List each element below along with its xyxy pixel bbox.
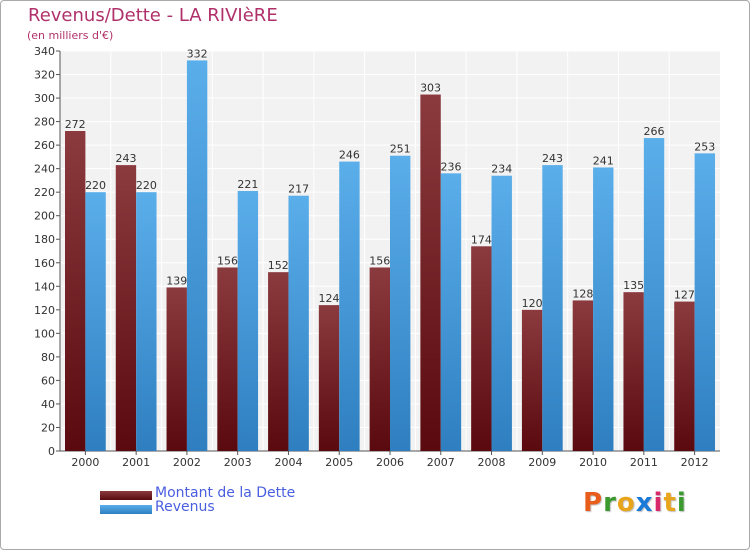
x-tick-label: 2006 bbox=[376, 456, 404, 469]
bar-revenus-2004 bbox=[288, 195, 309, 451]
bar-revenus-2011 bbox=[643, 138, 665, 451]
x-tick-label: 2011 bbox=[630, 456, 658, 469]
logo-letter: x bbox=[635, 488, 654, 518]
legend-label-dette: Montant de la Dette bbox=[155, 485, 296, 501]
bar-revenus-2012 bbox=[694, 153, 715, 451]
bar-revenus-2003 bbox=[237, 191, 259, 451]
y-tick-label: 200 bbox=[34, 210, 55, 223]
x-tick-label: 2002 bbox=[173, 456, 201, 469]
data-label-dette-2001: 243 bbox=[115, 152, 136, 165]
data-label-dette-2011: 135 bbox=[623, 279, 644, 292]
data-label-revenus-2000: 220 bbox=[85, 179, 106, 192]
y-tick-label: 260 bbox=[34, 139, 55, 152]
logo-letter: i bbox=[676, 488, 687, 518]
bar-revenus-2002 bbox=[186, 60, 208, 451]
bar-dette-2009 bbox=[521, 309, 543, 451]
logo-letter: P bbox=[583, 488, 604, 518]
bar-dette-2004 bbox=[268, 272, 289, 451]
y-tick-label: 220 bbox=[34, 186, 55, 199]
bar-dette-2007 bbox=[420, 94, 441, 451]
x-tick-label: 2000 bbox=[71, 456, 99, 469]
x-tick-label: 2004 bbox=[274, 456, 302, 469]
chart-subtitle: (en milliers d'€) bbox=[27, 29, 114, 42]
data-label-revenus-2004: 217 bbox=[288, 183, 309, 196]
x-tick-label: 2003 bbox=[224, 456, 252, 469]
bar-revenus-2010 bbox=[593, 167, 614, 451]
y-tick-label: 40 bbox=[41, 398, 55, 411]
x-tick-label: 2010 bbox=[579, 456, 607, 469]
bar-dette-2008 bbox=[471, 246, 492, 451]
data-label-dette-2012: 127 bbox=[674, 289, 695, 302]
y-tick-label: 80 bbox=[41, 351, 55, 364]
bar-dette-2005 bbox=[318, 305, 340, 451]
data-label-dette-2009: 120 bbox=[522, 297, 543, 310]
data-label-revenus-2001: 220 bbox=[136, 179, 157, 192]
bar-revenus-2009 bbox=[542, 165, 563, 451]
y-tick-label: 300 bbox=[34, 92, 55, 105]
data-label-revenus-2008: 234 bbox=[491, 163, 512, 176]
x-tick-label: 2005 bbox=[325, 456, 353, 469]
data-label-dette-2004: 152 bbox=[268, 259, 289, 272]
bar-dette-2010 bbox=[572, 300, 594, 451]
logo-letter: t bbox=[663, 488, 677, 518]
data-label-dette-2008: 174 bbox=[471, 233, 492, 246]
bar-dette-2003 bbox=[217, 267, 238, 451]
data-label-dette-2003: 156 bbox=[217, 254, 238, 267]
y-tick-label: 140 bbox=[34, 280, 55, 293]
x-tick-label: 2008 bbox=[478, 456, 506, 469]
y-tick-label: 320 bbox=[34, 69, 55, 82]
x-tick-label: 2009 bbox=[528, 456, 556, 469]
bar-revenus-2001 bbox=[136, 192, 157, 452]
bar-revenus-2008 bbox=[491, 175, 512, 452]
data-label-revenus-2010: 241 bbox=[593, 154, 614, 167]
bar-dette-2006 bbox=[369, 267, 390, 451]
data-label-revenus-2006: 251 bbox=[390, 143, 411, 156]
y-tick-label: 280 bbox=[34, 116, 55, 129]
logo-letter: r bbox=[603, 488, 617, 518]
y-tick-label: 340 bbox=[34, 45, 55, 58]
y-tick-label: 0 bbox=[48, 445, 55, 458]
bar-dette-2011 bbox=[623, 292, 644, 451]
data-label-revenus-2005: 246 bbox=[339, 149, 360, 162]
bar-revenus-2005 bbox=[339, 161, 360, 451]
bar-dette-2001 bbox=[115, 165, 137, 451]
x-tick-label: 2001 bbox=[122, 456, 150, 469]
x-tick-label: 2007 bbox=[427, 456, 455, 469]
legend-label-revenus: Revenus bbox=[155, 499, 215, 515]
y-tick-label: 180 bbox=[34, 233, 55, 246]
bar-revenus-2000 bbox=[85, 192, 106, 452]
bar-dette-2002 bbox=[166, 287, 187, 451]
data-label-revenus-2012: 253 bbox=[694, 140, 715, 153]
data-label-dette-2000: 272 bbox=[65, 118, 86, 131]
data-label-dette-2005: 124 bbox=[319, 292, 340, 305]
y-tick-label: 160 bbox=[34, 257, 55, 270]
bar-revenus-2007 bbox=[440, 173, 462, 451]
bar-revenus-2006 bbox=[390, 155, 411, 452]
bar-dette-2000 bbox=[65, 131, 86, 451]
data-label-dette-2010: 128 bbox=[572, 287, 593, 300]
proxiti-logo: Proxiti bbox=[583, 488, 687, 518]
y-tick-label: 120 bbox=[34, 304, 55, 317]
data-label-revenus-2007: 236 bbox=[440, 160, 461, 173]
data-label-dette-2006: 156 bbox=[369, 254, 390, 267]
legend-swatch-dette bbox=[100, 491, 152, 500]
data-label-revenus-2011: 266 bbox=[644, 125, 665, 138]
logo-letter: o bbox=[616, 488, 636, 518]
data-label-dette-2007: 303 bbox=[420, 82, 441, 95]
chart-title: Revenus/Dette - LA RIVIèRE bbox=[28, 5, 278, 26]
y-tick-label: 60 bbox=[41, 374, 55, 387]
bar-dette-2012 bbox=[674, 301, 695, 451]
y-tick-label: 20 bbox=[41, 421, 55, 434]
x-tick-label: 2012 bbox=[681, 456, 709, 469]
data-label-revenus-2002: 332 bbox=[187, 47, 208, 60]
y-tick-label: 240 bbox=[34, 163, 55, 176]
legend-swatch-revenus bbox=[100, 505, 152, 514]
data-label-revenus-2003: 221 bbox=[237, 178, 258, 191]
data-label-dette-2002: 139 bbox=[166, 274, 187, 287]
y-tick-label: 100 bbox=[34, 327, 55, 340]
data-label-revenus-2009: 243 bbox=[542, 152, 563, 165]
logo-letter: i bbox=[653, 488, 664, 518]
